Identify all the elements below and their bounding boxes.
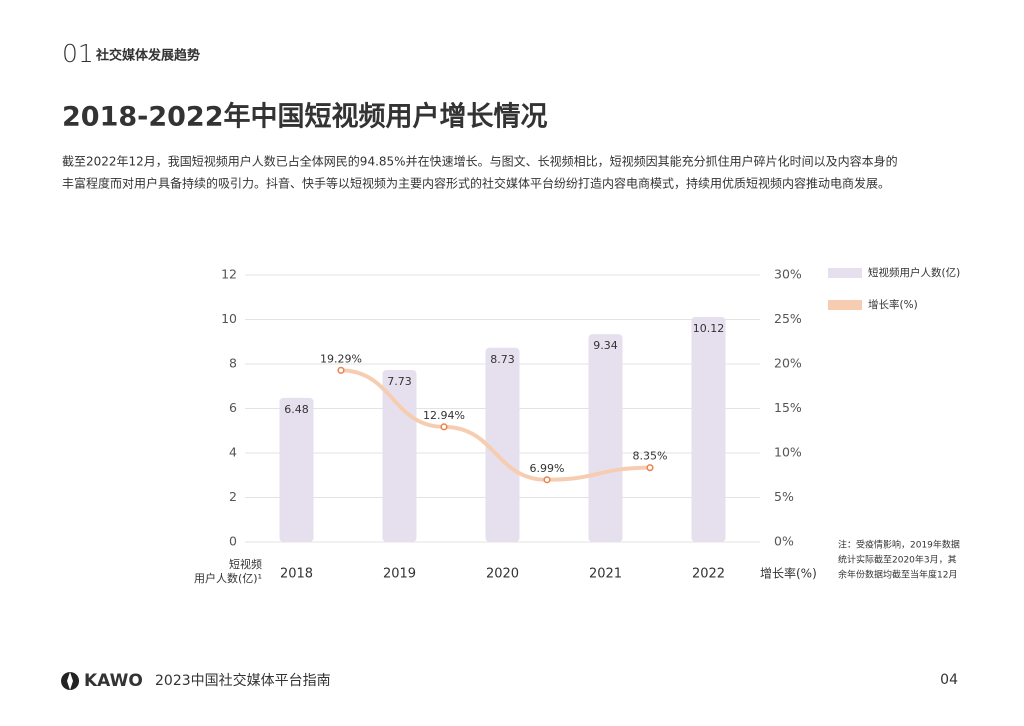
y2-axis-title: 增长率(%) xyxy=(760,566,817,581)
bar xyxy=(279,397,314,542)
brand: KAWO xyxy=(84,671,143,691)
growth-label: 19.29% xyxy=(320,352,362,365)
x-tick-label: 2020 xyxy=(486,567,519,582)
paragraph-line: 丰富程度而对用户具备持续的吸引力。抖音、快手等以短视频为主要内容形式的社交媒体平… xyxy=(62,176,890,191)
legend-swatch xyxy=(828,268,862,278)
y2-tick-label: 30% xyxy=(774,267,802,282)
y2-tick-label: 5% xyxy=(774,489,794,504)
x-tick-label: 2019 xyxy=(383,567,416,582)
note: 余年份数据均截至当年度12月 xyxy=(838,569,957,581)
section-name: 社交媒体发展趋势 xyxy=(95,48,200,64)
legend-label: 短视频用户人数(亿) xyxy=(868,266,960,279)
growth-marker xyxy=(646,464,654,472)
y-tick-label: 4 xyxy=(229,445,237,460)
y-tick-label: 12 xyxy=(221,267,237,282)
growth-marker xyxy=(337,366,345,374)
section-number: 01 xyxy=(62,39,94,68)
note: 统计实际截至2020年3月，其 xyxy=(838,554,957,566)
y2-tick-label: 0% xyxy=(774,534,794,549)
page-number: 04 xyxy=(940,672,958,688)
note: 注：受疫情影响，2019年数据 xyxy=(838,539,960,551)
y-tick-label: 6 xyxy=(229,400,237,415)
y-tick-label: 2 xyxy=(229,489,237,504)
y-axis-title: 用户人数(亿)¹ xyxy=(194,571,262,585)
logo xyxy=(61,672,80,690)
bar xyxy=(691,316,726,542)
y2-tick-label: 20% xyxy=(774,356,802,371)
bar xyxy=(485,347,520,542)
bar-label: 9.34 xyxy=(593,339,618,352)
bar-label: 8.73 xyxy=(490,353,515,366)
legend-swatch xyxy=(828,300,862,310)
y2-tick-label: 25% xyxy=(774,311,802,326)
y-tick-label: 8 xyxy=(229,356,237,371)
y2-tick-label: 15% xyxy=(774,400,802,415)
x-tick-label: 2022 xyxy=(692,567,725,582)
growth-label: 6.99% xyxy=(530,462,565,475)
growth-marker xyxy=(440,423,448,431)
x-tick-label: 2021 xyxy=(589,567,622,582)
bar-label: 7.73 xyxy=(387,375,412,388)
growth-line xyxy=(339,368,652,482)
growth-label: 8.35% xyxy=(633,450,668,463)
x-tick-label: 2018 xyxy=(280,567,313,582)
y-tick-label: 10 xyxy=(221,311,237,326)
y2-tick-label: 10% xyxy=(774,445,802,460)
bar xyxy=(588,334,623,542)
page-title: 2018-2022年中国短视频用户增长情况 xyxy=(62,101,548,133)
growth-marker xyxy=(543,476,551,484)
legend-label: 增长率(%) xyxy=(868,298,918,311)
bar-label: 6.48 xyxy=(284,403,309,416)
publication: 2023中国社交媒体平台指南 xyxy=(155,672,331,689)
bar-label: 10.12 xyxy=(693,322,725,335)
paragraph-line: 截至2022年12月，我国短视频用户人数已占全体网民的94.85%并在快速增长。… xyxy=(62,154,898,169)
y-axis-title: 短视频 xyxy=(229,557,262,571)
y-tick-label: 0 xyxy=(229,534,237,549)
growth-label: 12.94% xyxy=(423,409,465,422)
